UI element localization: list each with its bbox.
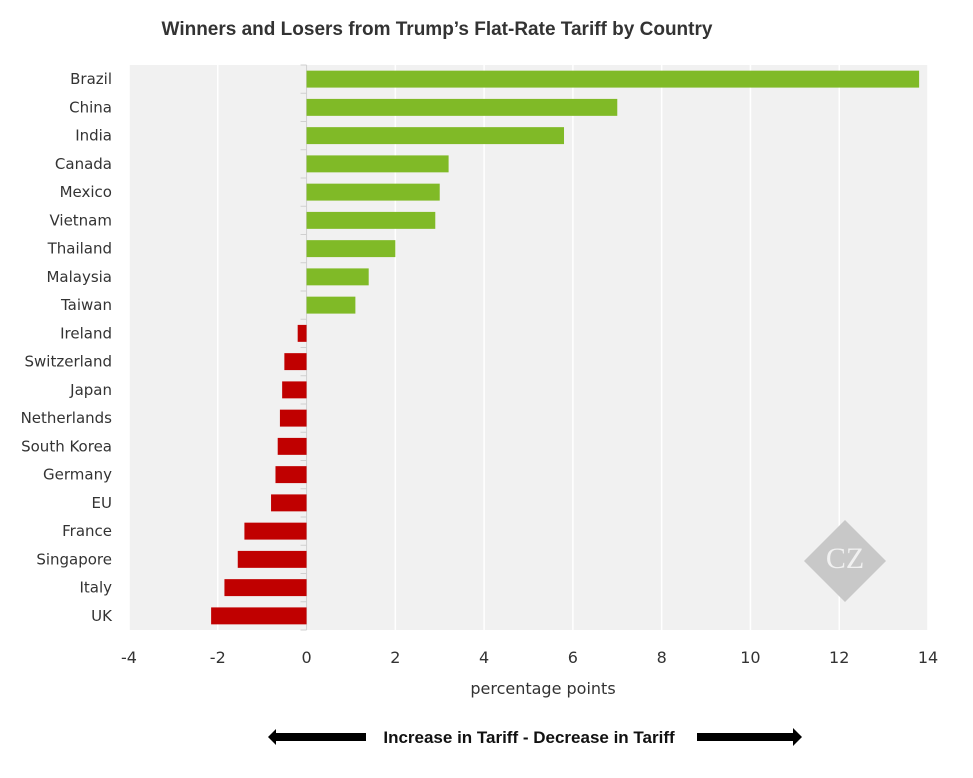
plot-background bbox=[129, 65, 928, 630]
x-tick-label: -2 bbox=[210, 648, 226, 667]
x-tick-label: 10 bbox=[740, 648, 760, 667]
bar-india bbox=[306, 127, 565, 145]
x-tick-label: 2 bbox=[390, 648, 400, 667]
category-labels: Brazil China India Canada Mexico Vietnam Thail… bbox=[21, 70, 114, 625]
bar-uk bbox=[211, 607, 307, 625]
right-arrow-icon bbox=[697, 728, 802, 746]
bar-south-korea bbox=[277, 437, 307, 455]
bar-netherlands bbox=[279, 409, 307, 427]
category-label: Germany bbox=[43, 466, 112, 484]
x-tick-label: -4 bbox=[121, 648, 137, 667]
category-label: Canada bbox=[55, 155, 112, 173]
bar-france bbox=[244, 522, 307, 540]
category-label: Taiwan bbox=[60, 296, 112, 314]
x-tick-labels: -4 -2 0 2 4 6 8 10 12 14 bbox=[121, 648, 938, 667]
bar-eu bbox=[271, 494, 307, 512]
category-label: Netherlands bbox=[21, 409, 113, 427]
bar-malaysia bbox=[306, 268, 369, 286]
x-tick-label: 8 bbox=[657, 648, 667, 667]
category-label: India bbox=[75, 127, 112, 145]
left-arrow-icon bbox=[268, 729, 366, 745]
category-label: Switzerland bbox=[25, 353, 113, 371]
bar-singapore bbox=[237, 550, 307, 568]
bar-ireland bbox=[297, 324, 307, 342]
bar-china bbox=[306, 98, 618, 116]
x-axis-label: percentage points bbox=[470, 679, 615, 698]
category-label: Singapore bbox=[36, 550, 112, 568]
category-label: UK bbox=[91, 607, 113, 625]
bars bbox=[211, 70, 920, 625]
category-label: Mexico bbox=[60, 183, 112, 201]
category-label: Italy bbox=[79, 579, 112, 597]
bar-mexico bbox=[306, 183, 440, 201]
bar-italy bbox=[224, 579, 307, 597]
bar-switzerland bbox=[284, 353, 307, 371]
watermark-logo: CZ bbox=[804, 520, 886, 602]
x-tick-label: 4 bbox=[479, 648, 489, 667]
x-tick-label: 14 bbox=[918, 648, 938, 667]
x-tick-label: 12 bbox=[829, 648, 849, 667]
category-label: Thailand bbox=[47, 240, 112, 258]
category-label: Japan bbox=[69, 381, 112, 399]
category-label: Brazil bbox=[70, 70, 112, 88]
bar-brazil bbox=[306, 70, 920, 88]
x-tick-label: 6 bbox=[568, 648, 578, 667]
bar-thailand bbox=[306, 240, 396, 258]
bar-japan bbox=[282, 381, 307, 399]
category-label: Ireland bbox=[60, 324, 112, 342]
category-label: Malaysia bbox=[46, 268, 112, 286]
watermark-text: CZ bbox=[826, 542, 864, 575]
category-label: Vietnam bbox=[49, 211, 112, 229]
bar-canada bbox=[306, 155, 449, 173]
bar-germany bbox=[275, 466, 307, 484]
bar-taiwan bbox=[306, 296, 356, 314]
category-label: South Korea bbox=[21, 437, 112, 455]
x-tick-label: 0 bbox=[301, 648, 311, 667]
direction-annotation: Increase in Tariff - Decrease in Tariff bbox=[268, 728, 802, 747]
bar-vietnam bbox=[306, 211, 436, 229]
chart-title: Winners and Losers from Trump’s Flat-Rat… bbox=[162, 19, 713, 40]
category-label: China bbox=[69, 98, 112, 116]
direction-label: Increase in Tariff - Decrease in Tariff bbox=[383, 728, 675, 747]
category-label: EU bbox=[92, 494, 112, 512]
category-label: France bbox=[62, 522, 112, 540]
